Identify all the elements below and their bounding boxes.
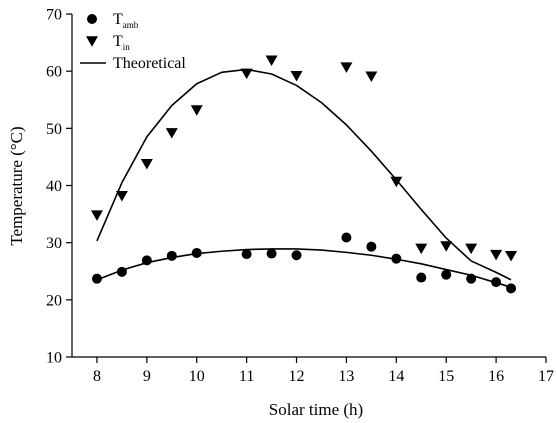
legend-circle-marker — [87, 14, 97, 24]
tamb-point — [191, 247, 202, 258]
tin-point — [440, 241, 453, 252]
tin-point — [90, 210, 103, 221]
x-tick-label: 9 — [143, 368, 151, 385]
tin-point — [465, 243, 478, 255]
x-tick-label: 16 — [488, 368, 504, 385]
tamb-point — [166, 250, 177, 261]
x-tick-label: 17 — [538, 368, 554, 385]
tamb-point — [466, 273, 477, 284]
tin-point — [390, 176, 403, 188]
tin-point — [165, 128, 178, 139]
tin-point — [240, 68, 253, 80]
y-tick-label: 70 — [46, 7, 62, 24]
tin-point — [340, 62, 353, 73]
x-tick-label: 11 — [239, 368, 254, 385]
tin-point — [290, 70, 303, 82]
y-axis-label: Temperature (°C) — [7, 126, 26, 245]
tamb-point — [416, 272, 427, 283]
tamb-point — [91, 273, 102, 284]
tin-point — [265, 55, 278, 67]
legend-label: Theoretical — [113, 55, 186, 72]
tamb-point — [491, 277, 502, 288]
theoretical-line — [96, 248, 512, 289]
tamb-point — [141, 255, 152, 266]
tin-point — [365, 71, 378, 83]
tamb-point — [241, 249, 252, 260]
legend-label: Tamb — [113, 11, 139, 30]
x-tick-label: 13 — [338, 368, 354, 385]
theoretical-curves — [96, 68, 512, 289]
tin-point — [190, 105, 203, 116]
tin-point — [415, 243, 428, 255]
x-axis-label: Solar time (h) — [269, 400, 363, 419]
tamb-point — [366, 241, 377, 252]
y-tick-label: 60 — [46, 64, 62, 81]
tamb-point — [291, 250, 302, 261]
tamb-point — [341, 232, 352, 243]
y-tick-label: 20 — [46, 292, 62, 309]
y-tick-label: 30 — [46, 235, 62, 252]
tin-point — [115, 190, 128, 202]
data-points — [90, 55, 518, 294]
x-tick-label: 14 — [388, 368, 404, 385]
x-tick-label: 12 — [289, 368, 305, 385]
tamb-point — [266, 248, 277, 259]
tamb-point — [116, 266, 127, 277]
x-tick-label: 15 — [438, 368, 454, 385]
theoretical-line — [96, 68, 512, 281]
y-tick-label: 50 — [46, 121, 62, 138]
y-tick-label: 40 — [46, 178, 62, 195]
x-tick-label: 10 — [189, 368, 205, 385]
x-tick-label: 8 — [93, 368, 101, 385]
tin-point — [490, 249, 503, 261]
tin-point — [505, 251, 518, 262]
tamb-point — [506, 283, 517, 294]
y-tick-label: 10 — [46, 350, 62, 367]
tamb-point — [391, 253, 402, 264]
tin-point — [140, 158, 153, 170]
tamb-point — [441, 269, 452, 280]
legend-label: Tin — [113, 33, 130, 52]
axes: 8 9 10 11 12 13 14 15 16 17 10 20 30 40 50 60 70 — [46, 7, 554, 386]
legend-triangle-marker — [86, 36, 98, 47]
legend: Tamb Tin Theoretical — [80, 11, 186, 72]
